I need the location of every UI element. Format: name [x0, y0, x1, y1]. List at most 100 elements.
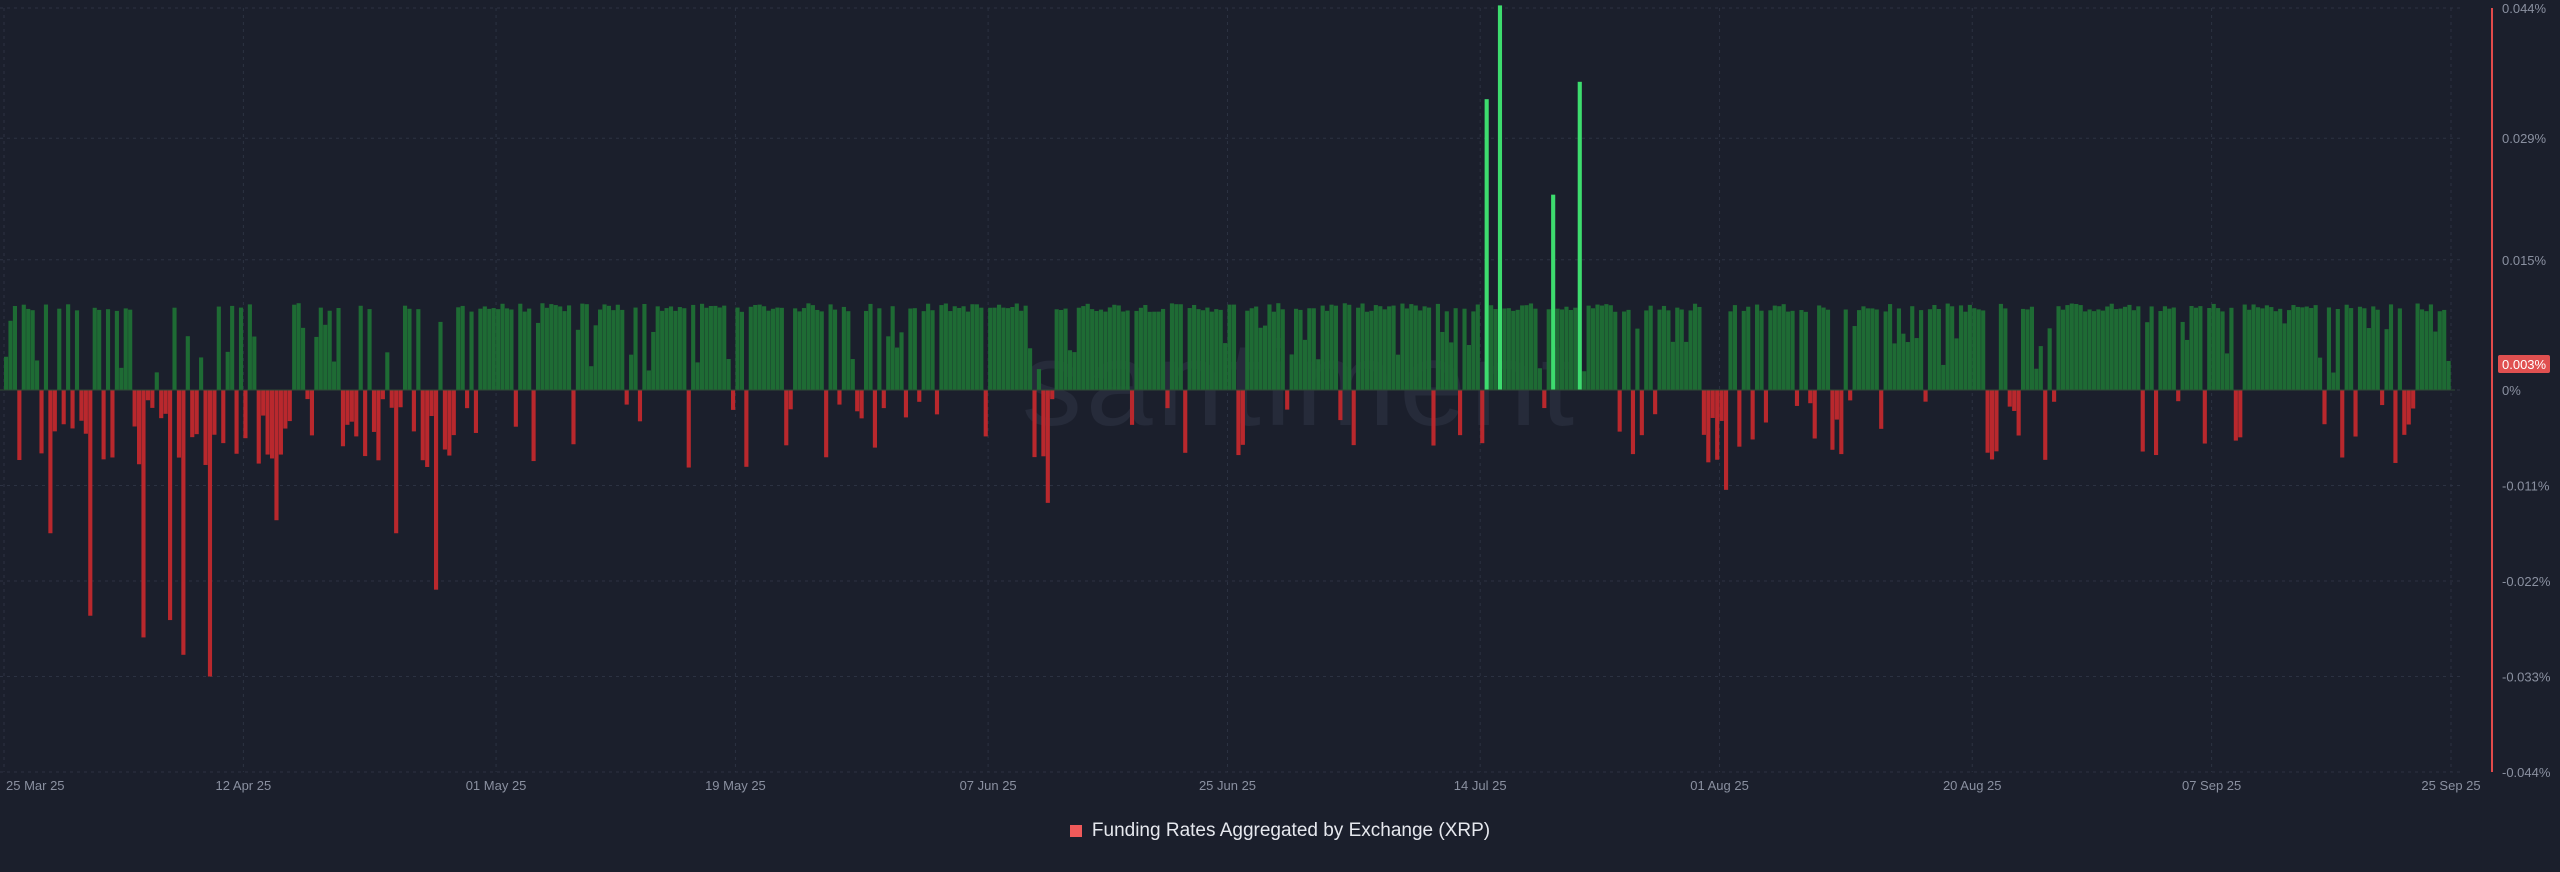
- bar: [1856, 310, 1862, 390]
- y-tick-label: 0%: [2502, 383, 2521, 398]
- bar: [1639, 390, 1644, 436]
- y-tick-label: -0.011%: [2502, 479, 2550, 494]
- bar: [739, 311, 744, 390]
- bar: [1626, 309, 1631, 390]
- bar: [394, 390, 399, 534]
- bar: [731, 390, 736, 410]
- bar: [1192, 304, 1197, 390]
- bar: [903, 390, 909, 418]
- bar: [2029, 306, 2034, 390]
- bar: [1231, 304, 1237, 390]
- bar: [509, 309, 514, 390]
- bar: [1994, 390, 1999, 452]
- bar: [793, 308, 798, 390]
- bar: [2198, 306, 2203, 390]
- bar: [1254, 306, 1259, 390]
- bar: [2247, 309, 2252, 390]
- bar: [252, 336, 257, 390]
- bar: [877, 308, 882, 390]
- bar: [1493, 309, 1498, 390]
- bar: [1293, 308, 1299, 390]
- bar: [1280, 309, 1285, 390]
- y-tick-label: -0.022%: [2502, 574, 2551, 589]
- bar: [1617, 390, 1622, 432]
- bar: [2349, 308, 2354, 390]
- bar: [629, 354, 634, 390]
- bar: [1799, 310, 1804, 390]
- bar: [1409, 304, 1414, 390]
- bar: [1413, 305, 1418, 390]
- bar: [886, 336, 891, 390]
- bar: [1107, 307, 1112, 390]
- bar: [2233, 390, 2238, 441]
- bar: [1981, 310, 1986, 390]
- bar: [1559, 309, 1565, 390]
- bar: [1497, 5, 1503, 391]
- bar: [939, 305, 944, 390]
- bar: [1138, 307, 1143, 390]
- bar: [2282, 323, 2287, 390]
- bar: [1684, 341, 1689, 390]
- bar: [757, 304, 762, 390]
- bar: [921, 311, 926, 390]
- bar: [283, 390, 288, 429]
- bar: [442, 390, 447, 450]
- chart-legend[interactable]: Funding Rates Aggregated by Exchange (XR…: [0, 820, 2560, 842]
- bar: [460, 305, 465, 390]
- bar: [429, 390, 434, 417]
- bar: [1360, 303, 1365, 390]
- bar: [926, 303, 931, 390]
- bar: [1471, 311, 1476, 390]
- bar: [1067, 350, 1073, 390]
- bar: [2384, 329, 2389, 390]
- bar: [1404, 308, 1409, 390]
- bar: [1675, 307, 1680, 390]
- y-tick-label: -0.033%: [2502, 670, 2551, 685]
- bar: [398, 390, 403, 408]
- bar: [1085, 303, 1090, 390]
- bar: [1134, 310, 1139, 390]
- bar: [549, 304, 554, 390]
- bar: [1661, 305, 1667, 390]
- bar: [1834, 390, 1839, 420]
- bar: [128, 309, 133, 390]
- bar: [1852, 326, 1857, 390]
- x-tick-label: 19 May 25: [705, 778, 766, 793]
- bar: [150, 390, 155, 408]
- bar: [2189, 306, 2194, 390]
- bar: [575, 329, 580, 390]
- bar: [1147, 311, 1152, 390]
- bar: [1595, 304, 1600, 390]
- bar: [668, 306, 674, 390]
- bar: [2362, 308, 2367, 390]
- bar: [553, 305, 558, 390]
- bar: [979, 307, 984, 390]
- bar: [61, 390, 66, 425]
- bar: [2025, 309, 2030, 390]
- bar: [1883, 311, 1888, 390]
- bar: [2251, 304, 2256, 390]
- bar: [1214, 309, 1219, 390]
- bar: [1426, 307, 1432, 390]
- bar: [1750, 390, 1755, 440]
- bar: [691, 304, 696, 390]
- bar: [1289, 354, 1294, 390]
- bar: [327, 310, 332, 390]
- bar: [159, 390, 164, 419]
- bar: [132, 390, 137, 427]
- bar: [1480, 390, 1485, 444]
- bar: [1422, 306, 1427, 390]
- bar: [114, 310, 119, 390]
- bar: [948, 311, 953, 390]
- x-tick-label: 01 Aug 25: [1690, 778, 1749, 793]
- bar: [145, 390, 150, 401]
- bar: [713, 305, 718, 390]
- bar: [1391, 305, 1396, 390]
- bar: [1489, 305, 1494, 390]
- bar: [420, 390, 425, 461]
- bar: [1777, 306, 1782, 390]
- bar: [26, 308, 31, 390]
- bar: [1103, 311, 1108, 390]
- bar: [1910, 306, 1915, 390]
- bar: [1591, 308, 1596, 390]
